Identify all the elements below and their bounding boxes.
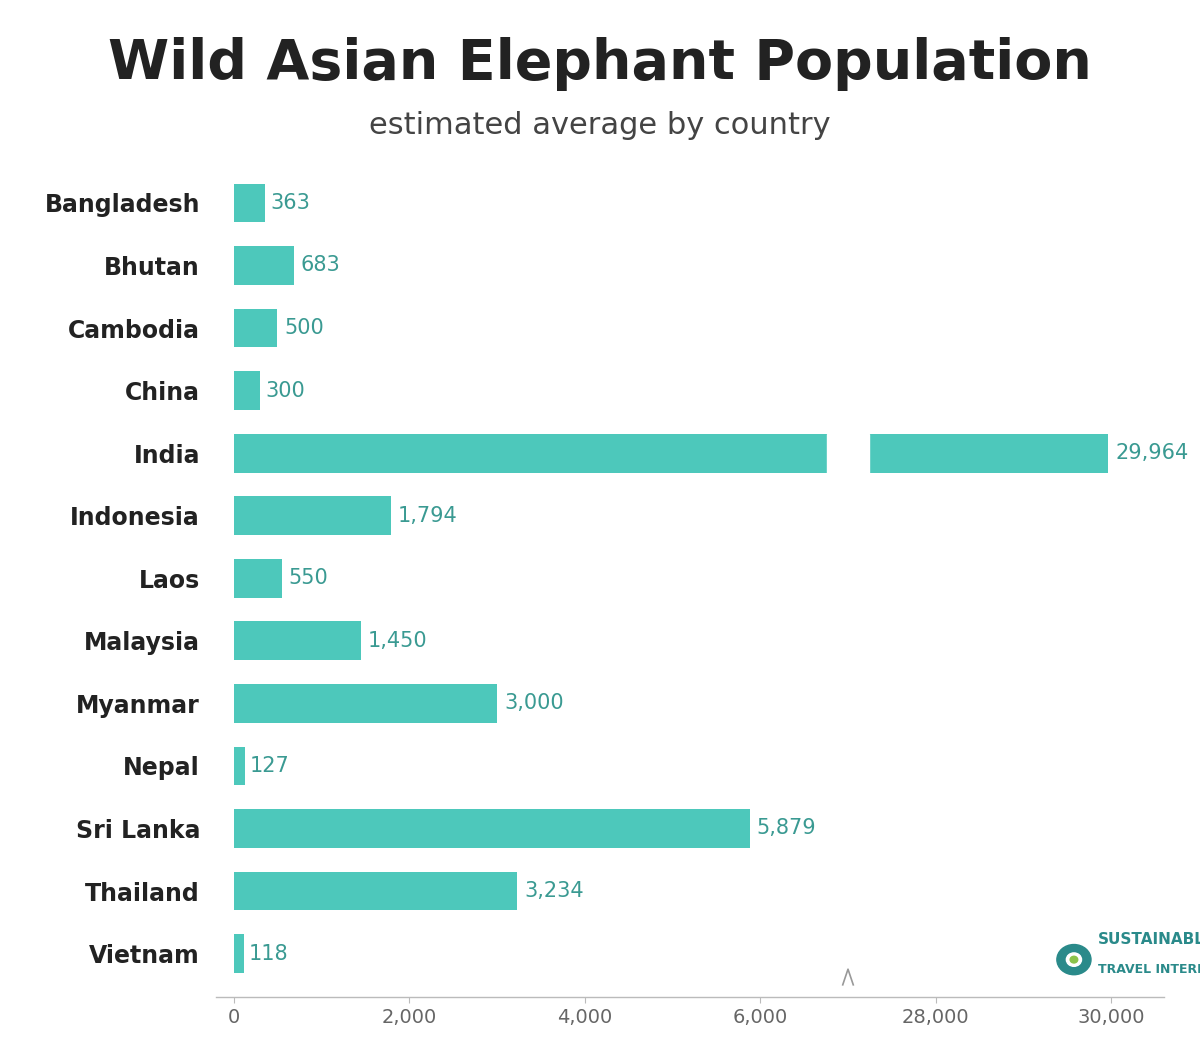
Text: SUSTAINABLE: SUSTAINABLE [1098, 932, 1200, 947]
Text: 5,879: 5,879 [757, 818, 816, 838]
Text: 3,234: 3,234 [524, 881, 584, 901]
Bar [234, 434, 1108, 472]
Text: estimated average by country: estimated average by country [370, 111, 830, 140]
Bar [234, 559, 282, 597]
Text: 363: 363 [271, 193, 311, 213]
Bar [234, 184, 265, 223]
Bar [234, 371, 260, 410]
Circle shape [1067, 953, 1081, 967]
Text: TRAVEL INTERNATIONAL: TRAVEL INTERNATIONAL [1098, 963, 1200, 976]
Text: 118: 118 [250, 943, 289, 963]
Text: 300: 300 [265, 381, 305, 401]
Circle shape [1057, 944, 1091, 975]
Text: 683: 683 [300, 256, 341, 276]
Text: 3,000: 3,000 [504, 693, 564, 713]
Text: 29,964: 29,964 [1115, 443, 1188, 464]
Text: 550: 550 [289, 569, 329, 588]
Bar [234, 934, 244, 973]
Bar [234, 684, 497, 723]
Bar [234, 497, 391, 535]
Text: 1,450: 1,450 [368, 631, 427, 650]
Bar [234, 309, 277, 347]
Circle shape [1070, 956, 1078, 963]
Bar [234, 622, 361, 660]
Bar [234, 246, 294, 284]
Text: 1,794: 1,794 [398, 506, 458, 525]
Bar [234, 747, 245, 785]
Text: 500: 500 [284, 318, 324, 338]
Bar [234, 810, 750, 848]
Bar [234, 872, 517, 910]
Bar [827, 434, 869, 472]
Text: 127: 127 [250, 755, 289, 776]
Text: Wild Asian Elephant Population: Wild Asian Elephant Population [108, 37, 1092, 91]
